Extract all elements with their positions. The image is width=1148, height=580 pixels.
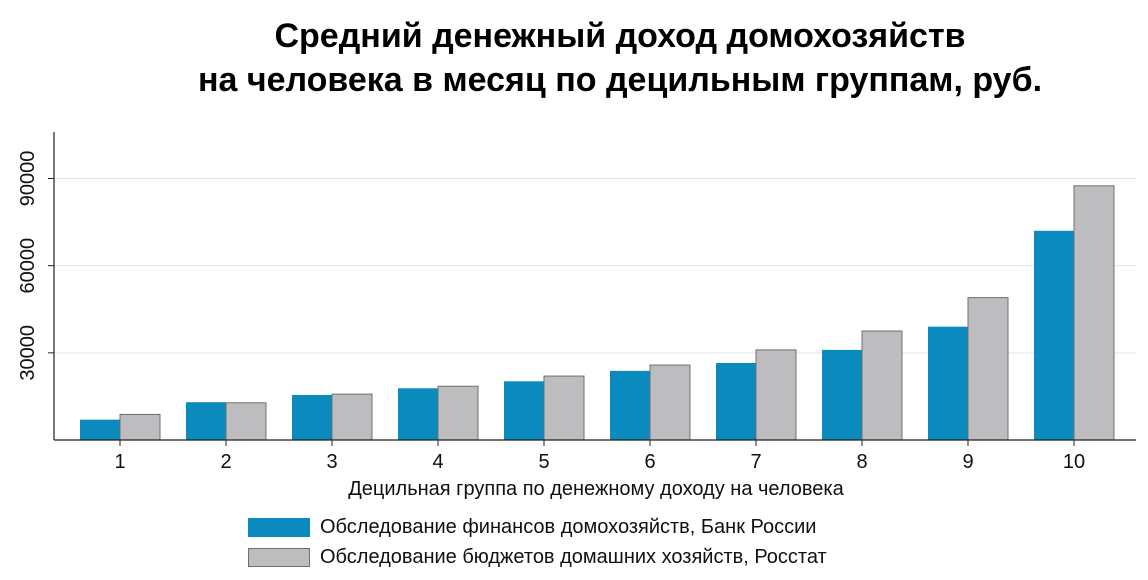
labels-layer: 30000 60000 90000 1 2 3 4 5 6 7 8 9 10 bbox=[17, 151, 1085, 473]
bars-layer bbox=[80, 185, 1115, 441]
bar-bank-of-russia-5 bbox=[504, 381, 544, 440]
x-tick-label: 4 bbox=[432, 451, 443, 473]
chart-title-line-1: Средний денежный доход домохозяйств bbox=[274, 17, 966, 55]
bar-bank-of-russia-10 bbox=[1034, 230, 1074, 440]
legend-label-bank-of-russia: Обследование финансов домохозяйств, Банк… bbox=[320, 516, 817, 538]
bar-rosstat-3 bbox=[331, 393, 373, 441]
bar-rosstat-2 bbox=[225, 402, 267, 441]
x-tick-label: 10 bbox=[1063, 451, 1085, 473]
bar-bank-of-russia-8 bbox=[822, 349, 862, 440]
bar-rosstat-6 bbox=[649, 364, 691, 441]
legend-item-bank-of-russia: Обследование финансов домохозяйств, Банк… bbox=[248, 516, 816, 539]
bar-rosstat-8 bbox=[861, 330, 903, 441]
bar-rosstat-1 bbox=[119, 413, 161, 441]
x-tick-label: 6 bbox=[644, 451, 655, 473]
x-tick-label: 5 bbox=[538, 451, 549, 473]
bar-chart: 30000 60000 90000 1 2 3 4 5 6 7 8 9 10 Децильная гру… bbox=[17, 132, 1136, 500]
bar-rosstat-7 bbox=[755, 349, 797, 441]
chart-title: Средний денежный доход домохозяйств на ч… bbox=[0, 14, 1148, 102]
legend-swatch-rosstat bbox=[248, 548, 310, 567]
bar-bank-of-russia-4 bbox=[398, 388, 438, 440]
legend-swatch-bank-of-russia bbox=[248, 518, 310, 537]
chart-title-line-2: на человека в месяц по децильным группам… bbox=[197, 61, 1043, 99]
x-tick-label: 2 bbox=[220, 451, 231, 473]
axes-layer bbox=[48, 132, 1136, 446]
x-tick-label: 8 bbox=[856, 451, 867, 473]
x-tick-label: 9 bbox=[962, 451, 973, 473]
y-tick-label: 30000 bbox=[17, 325, 39, 381]
x-tick-label: 1 bbox=[114, 451, 125, 473]
bar-bank-of-russia-3 bbox=[292, 394, 332, 440]
x-tick-label: 7 bbox=[750, 451, 761, 473]
bar-bank-of-russia-7 bbox=[716, 363, 756, 440]
bar-rosstat-10 bbox=[1073, 185, 1115, 441]
x-tick-label: 3 bbox=[326, 451, 337, 473]
y-tick-label: 90000 bbox=[17, 151, 39, 207]
legend-label-rosstat: Обследование бюджетов домашних хозяйств,… bbox=[320, 546, 827, 568]
bar-bank-of-russia-1 bbox=[80, 419, 120, 440]
bar-rosstat-9 bbox=[967, 297, 1009, 441]
bar-bank-of-russia-9 bbox=[928, 326, 968, 440]
bar-bank-of-russia-6 bbox=[610, 370, 650, 440]
bar-bank-of-russia-2 bbox=[186, 402, 226, 440]
legend-item-rosstat: Обследование бюджетов домашних хозяйств,… bbox=[248, 546, 827, 569]
x-axis-title: Децильная группа по денежному доходу на … bbox=[348, 478, 844, 500]
bar-rosstat-5 bbox=[543, 375, 585, 441]
y-tick-label: 60000 bbox=[17, 238, 39, 294]
bar-rosstat-4 bbox=[437, 385, 479, 441]
